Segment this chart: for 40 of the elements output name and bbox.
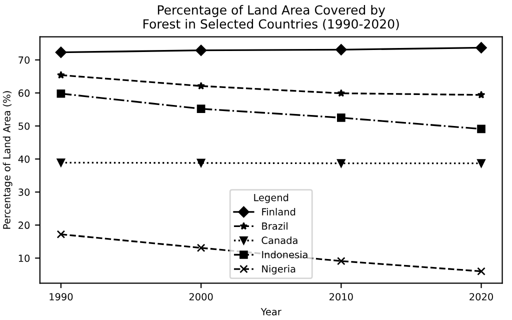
point — [477, 124, 486, 134]
point — [56, 158, 66, 167]
x-tick-label: 2010 — [329, 293, 353, 300]
y-tick-label: 20 — [18, 222, 30, 229]
point — [336, 159, 346, 168]
point — [196, 158, 206, 168]
point — [56, 70, 65, 79]
y-tick-label: 30 — [18, 188, 30, 196]
y-tick-label: 70 — [18, 56, 30, 64]
point — [196, 244, 206, 252]
y-tick-label: 50 — [18, 122, 30, 130]
point — [197, 82, 206, 90]
point — [55, 46, 67, 58]
point — [337, 89, 346, 97]
point — [196, 104, 206, 113]
point — [477, 159, 486, 168]
legend-label: Canada — [262, 236, 298, 244]
point — [477, 267, 486, 276]
x-axis-title: Year — [260, 308, 282, 316]
point — [56, 89, 66, 98]
point — [336, 114, 346, 122]
point — [477, 90, 486, 98]
legend-label: Nigeria — [262, 265, 296, 274]
point — [336, 256, 346, 266]
x-tick-label: 1990 — [50, 293, 73, 300]
y-tick-label: 60 — [18, 89, 30, 97]
y-tick-label: 10 — [18, 254, 30, 262]
x-tick-label: 2020 — [470, 293, 493, 300]
chart-title: Percentage of Land Area Covered by Forest in Selected Countries (1990-2020) — [144, 4, 399, 30]
x-tick-label: 2000 — [189, 293, 213, 300]
legend-title: Legend — [254, 194, 288, 204]
point — [195, 44, 207, 56]
y-tick-label: 40 — [18, 155, 30, 163]
y-axis-title: Percentage of Land Area (%) — [2, 91, 12, 229]
legend-label: Brazil — [262, 222, 288, 230]
point — [56, 230, 66, 238]
legend-label: Indonesia — [262, 250, 308, 258]
point — [336, 44, 347, 56]
legend-label: Finland — [262, 208, 296, 216]
point — [476, 42, 487, 54]
